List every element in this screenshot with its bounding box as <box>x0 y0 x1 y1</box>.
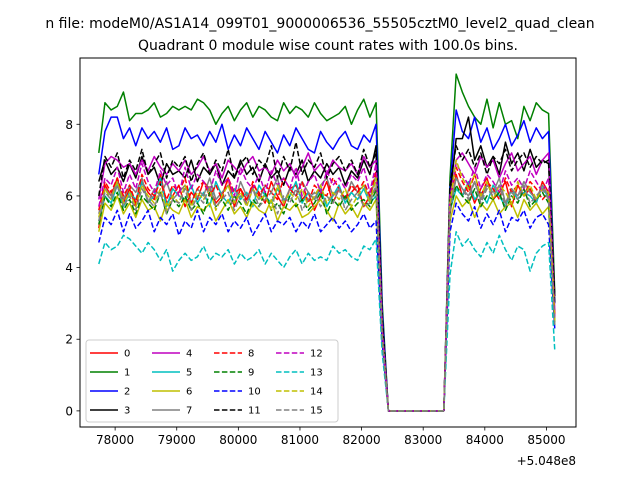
series-line-1 <box>98 73 556 412</box>
legend-label-10: 10 <box>248 387 261 398</box>
series-line-10 <box>98 202 556 412</box>
series-line-2 <box>98 109 556 412</box>
legend-label-1: 1 <box>124 368 130 379</box>
x-tick-label: 85000 <box>527 433 565 447</box>
figure-suptitle: n file: modeM0/AS1A14_099T01_9000006536_… <box>45 16 594 32</box>
x-tick-label: 80000 <box>219 433 257 447</box>
x-tick-label: 79000 <box>158 433 196 447</box>
legend-label-11: 11 <box>248 406 261 417</box>
y-tick-label: 2 <box>65 333 73 347</box>
legend-label-15: 15 <box>310 406 323 417</box>
legend-label-13: 13 <box>310 368 323 379</box>
series-line-14 <box>98 159 556 412</box>
x-tick-label: 84000 <box>466 433 504 447</box>
legend-label-0: 0 <box>124 349 130 360</box>
series-line-15 <box>98 177 556 412</box>
x-tick-label: 82000 <box>342 433 380 447</box>
legend-label-6: 6 <box>186 387 192 398</box>
y-tick-label: 8 <box>65 118 73 132</box>
legend-label-2: 2 <box>124 387 130 398</box>
x-axis: 78000 79000 80000 81000 82000 83000 84000 85000 <box>96 427 566 447</box>
series-line-11 <box>98 141 556 412</box>
legend-label-9: 9 <box>248 368 254 379</box>
y-tick-label: 0 <box>65 404 73 418</box>
x-offset-label: +5.048e8 <box>517 454 576 468</box>
legend-label-14: 14 <box>310 387 323 398</box>
legend-label-8: 8 <box>248 349 254 360</box>
legend-label-7: 7 <box>186 406 192 417</box>
series-line-12 <box>98 162 556 412</box>
plot-frame <box>79 57 577 428</box>
legend-label-12: 12 <box>310 349 323 360</box>
series-line-13 <box>98 231 556 412</box>
x-tick-label: 83000 <box>404 433 442 447</box>
x-tick-label: 81000 <box>281 433 319 447</box>
x-tick-label: 78000 <box>96 433 134 447</box>
chart-title: Quadrant 0 module wise count rates with … <box>138 38 518 54</box>
series-lines <box>98 73 556 412</box>
legend-label-4: 4 <box>186 349 192 360</box>
series-line-4 <box>98 152 556 412</box>
series-line-6 <box>98 195 556 412</box>
series-line-3 <box>98 116 556 412</box>
y-axis: 0 2 4 6 8 <box>65 118 80 418</box>
legend-label-3: 3 <box>124 406 130 417</box>
legend-label-5: 5 <box>186 368 192 379</box>
y-tick-label: 4 <box>65 261 73 275</box>
legend-frame <box>85 339 339 423</box>
y-tick-label: 6 <box>65 189 73 203</box>
series-line-9 <box>98 184 556 412</box>
